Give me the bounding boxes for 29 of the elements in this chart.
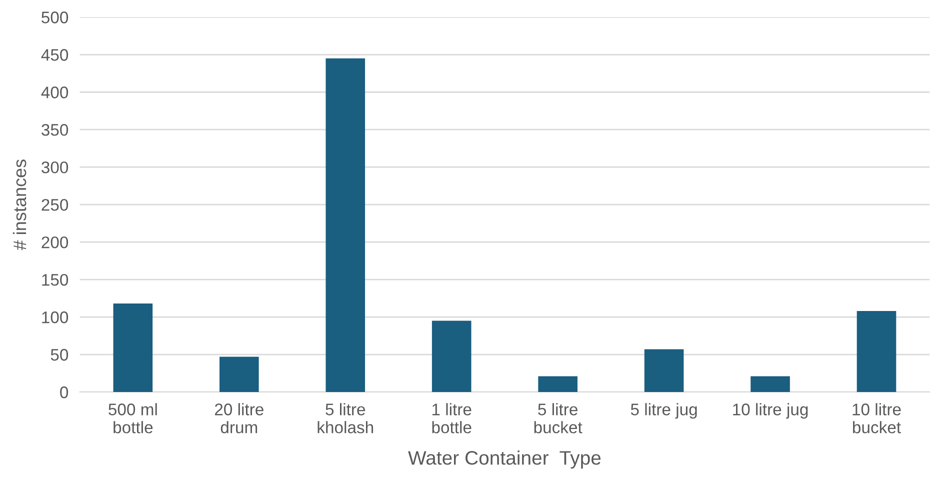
x-axis-title: Water Container Type — [408, 450, 601, 469]
x-tick-label: 5 litre jug — [630, 403, 697, 419]
y-tick-label: 300 — [42, 161, 68, 174]
bar — [644, 349, 684, 392]
x-tick-label: 5 litre bucket — [534, 403, 582, 434]
y-tick-label: 50 — [50, 348, 68, 361]
bar — [856, 311, 896, 392]
bar — [113, 304, 153, 392]
x-tick-label: 1 litre bottle — [432, 403, 472, 434]
y-tick-label: 0 — [60, 386, 68, 398]
y-axis-title: # instances — [12, 160, 26, 250]
y-tick-label: 100 — [42, 311, 68, 324]
y-tick-label: 250 — [42, 198, 68, 211]
y-tick-label: 350 — [42, 124, 68, 136]
x-tick-label: 10 litre bucket — [852, 403, 901, 434]
x-tick-label: 20 litre drum — [214, 403, 264, 434]
x-tick-label: 5 litre kholash — [318, 403, 374, 434]
y-tick-label: 150 — [42, 274, 68, 286]
bar — [326, 58, 366, 392]
bar — [220, 356, 259, 392]
x-tick-label: 10 litre jug — [733, 403, 808, 419]
y-tick-label: 500 — [42, 12, 68, 24]
bar — [538, 376, 578, 392]
bar — [432, 320, 472, 392]
x-tick-label: 500 ml bottle — [108, 403, 157, 434]
bar — [750, 376, 790, 392]
y-tick-label: 200 — [42, 236, 68, 248]
y-tick-label: 450 — [41, 49, 68, 61]
y-tick-label: 400 — [41, 86, 68, 98]
